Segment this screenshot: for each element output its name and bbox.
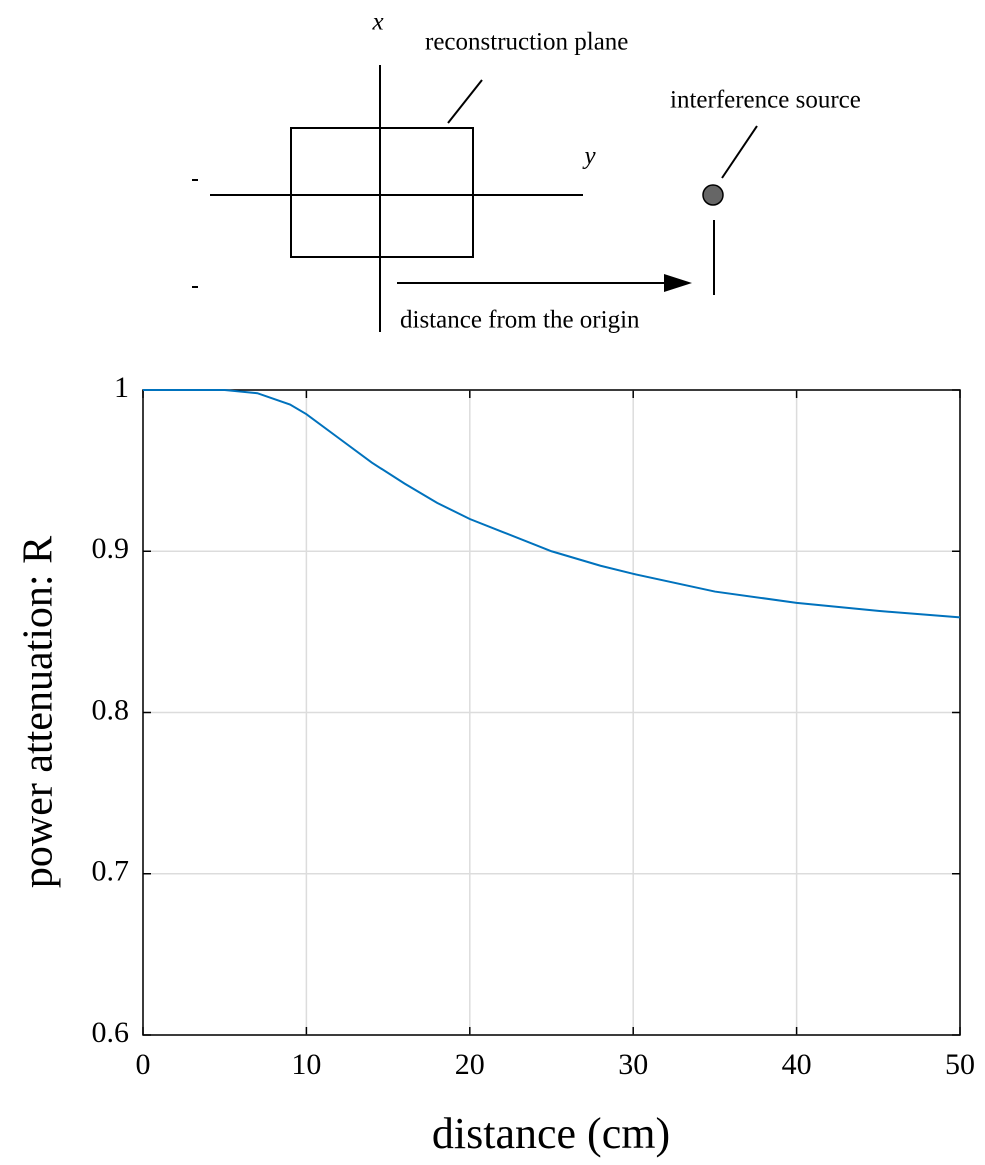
diagram-label: y — [581, 143, 596, 170]
x-tick-label: 10 — [291, 1048, 321, 1081]
source-dot — [702, 184, 724, 206]
diagram-label: reconstruction plane — [425, 29, 628, 56]
y-tick-label: 0.8 — [92, 693, 130, 726]
leader — [721, 125, 758, 179]
diagram — [192, 65, 758, 332]
x-tick-label: 20 — [455, 1048, 485, 1081]
leader — [447, 79, 483, 124]
y-tick-label: 0.9 — [92, 532, 130, 565]
x-tick-label: 30 — [618, 1048, 648, 1081]
x-tick-label: 40 — [782, 1048, 812, 1081]
y-axis-label: power attenuation: R — [16, 536, 62, 888]
diagram-label: distance from the origin — [400, 307, 640, 334]
y-tick-label: 1 — [114, 371, 129, 404]
y-tick-label: 0.6 — [92, 1016, 130, 1049]
plane-rect — [290, 127, 474, 258]
x-tick-label: 50 — [945, 1048, 975, 1081]
plot-frame — [142, 389, 961, 1036]
x-tick-label: 0 — [136, 1048, 151, 1081]
y-tick-label: 0.7 — [92, 855, 130, 888]
data-line — [143, 389, 961, 619]
arrow-head — [664, 274, 692, 292]
diagram-label: x — [371, 9, 383, 36]
x-axis-label: distance (cm) — [432, 1109, 670, 1158]
diagram-label: interference source — [670, 87, 861, 114]
